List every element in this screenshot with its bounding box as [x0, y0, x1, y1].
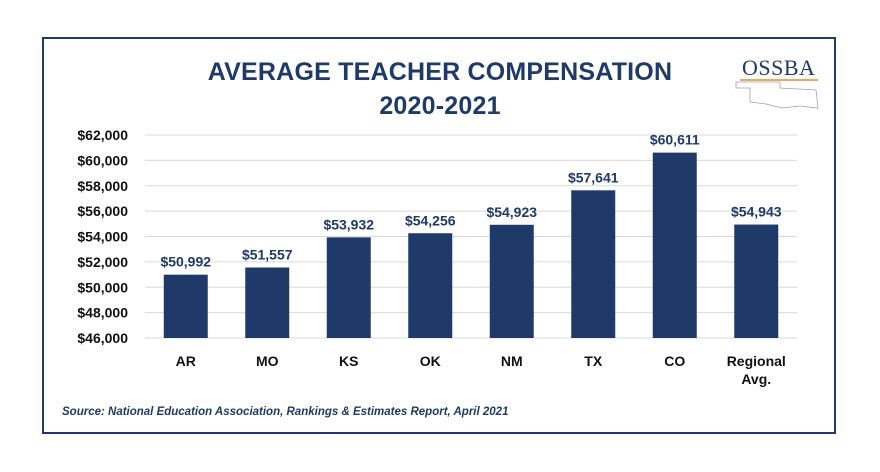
y-tick-label: $58,000 [77, 178, 128, 194]
chart-title-line2: 2020-2021 [379, 92, 501, 120]
ossba-logo [735, 79, 819, 109]
y-tick-label: $62,000 [77, 127, 128, 143]
x-tick-label: CO [664, 353, 685, 369]
x-tick-label: NM [501, 353, 523, 369]
x-tick-label: Regional Avg. [727, 353, 786, 387]
bar [652, 152, 697, 338]
bar [408, 233, 453, 338]
y-tick-label: $46,000 [77, 330, 128, 346]
bar [163, 274, 208, 338]
y-tick-label: $54,000 [77, 229, 128, 245]
x-tick-label: OK [420, 353, 441, 369]
data-label: $54,256 [405, 212, 456, 228]
y-tick-label: $52,000 [77, 254, 128, 270]
data-label: $50,992 [160, 254, 211, 270]
oklahoma-outline-icon [735, 81, 819, 109]
bar [734, 224, 779, 338]
y-tick-label: $48,000 [77, 305, 128, 321]
bar [245, 267, 290, 338]
chart-title-line1: AVERAGE TEACHER COMPENSATION [207, 58, 673, 86]
data-label: $54,923 [486, 204, 537, 220]
x-tick-label: KS [339, 353, 358, 369]
y-tick-label: $60,000 [77, 152, 128, 168]
x-tick-label: MO [256, 353, 279, 369]
data-label: $57,641 [568, 169, 619, 185]
y-tick-label: $56,000 [77, 203, 128, 219]
bar [571, 190, 616, 338]
x-tick-label: AR [176, 353, 196, 369]
data-label: $60,611 [650, 132, 700, 148]
data-label: $54,943 [731, 204, 782, 220]
y-tick-label: $50,000 [77, 279, 128, 295]
x-tick-label: TX [584, 353, 603, 369]
bar [489, 224, 534, 338]
bar [326, 237, 371, 338]
logo-text: OSSBA [742, 55, 816, 80]
data-label: $51,557 [242, 246, 293, 262]
source-note: Source: National Education Association, … [62, 406, 509, 418]
data-label: $53,932 [323, 216, 374, 232]
